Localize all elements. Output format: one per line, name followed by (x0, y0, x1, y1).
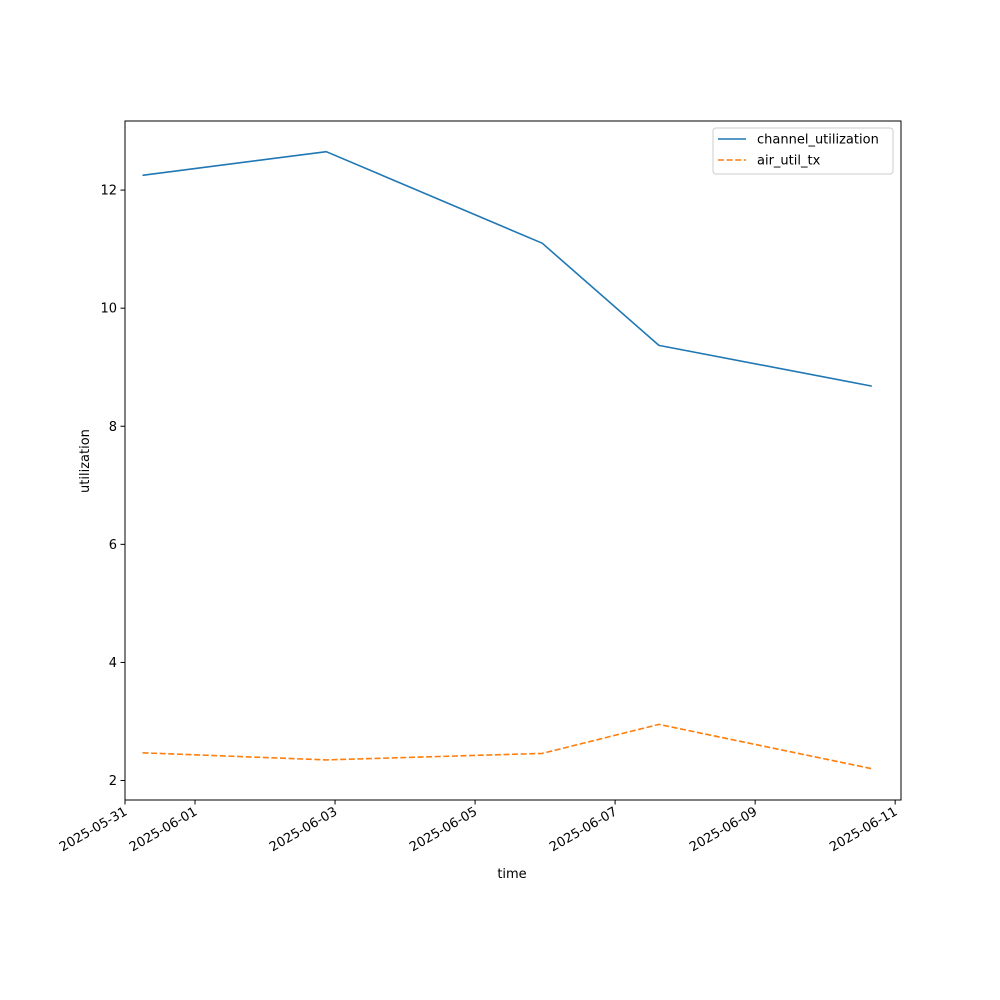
legend-label-air-util-tx: air_util_tx (757, 154, 821, 169)
y-axis-label: utilization (78, 429, 93, 493)
y-tick-label: 2 (109, 774, 117, 789)
x-axis-label: time (497, 867, 526, 882)
legend-label-channel-utilization: channel_utilization (757, 133, 879, 148)
y-tick-label: 10 (100, 302, 117, 317)
y-tick-label: 12 (100, 184, 117, 199)
series-line-channel-utilization (142, 150, 872, 387)
y-axis: 2 4 6 8 10 12 (100, 184, 125, 789)
legend-box (712, 127, 894, 175)
series-line-air-util-tx (142, 723, 872, 770)
legend: channel_utilization air_util_tx (712, 127, 894, 175)
y-tick-label: 6 (109, 538, 117, 553)
axes-frame (124, 120, 902, 801)
plot-area (124, 120, 902, 801)
y-tick-label: 8 (109, 420, 117, 435)
y-tick-label: 4 (109, 656, 117, 671)
